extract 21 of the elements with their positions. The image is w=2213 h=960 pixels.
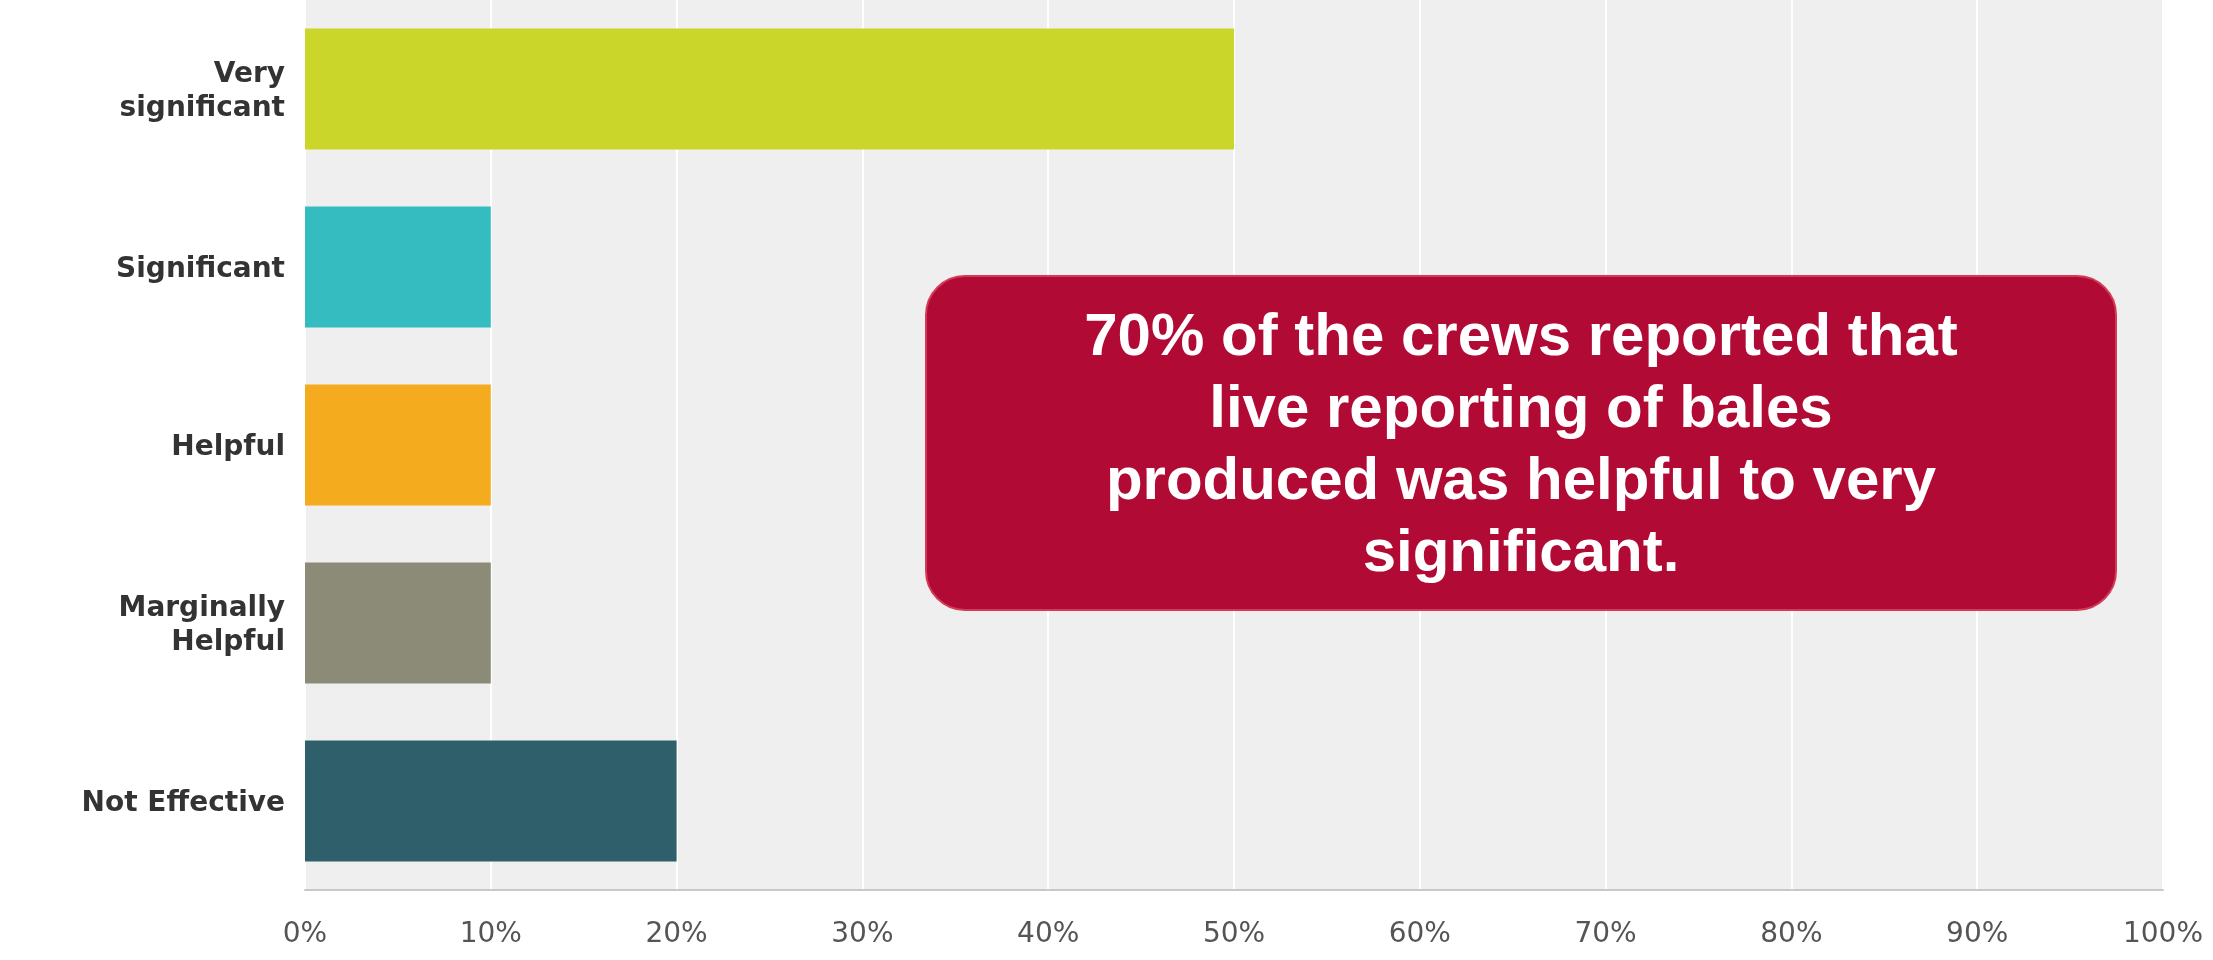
bar	[305, 28, 1234, 150]
y-tick-label: Not Effective	[81, 784, 285, 818]
y-tick-label: Marginally Helpful	[118, 589, 285, 657]
x-tick-label: 100%	[2122, 915, 2204, 949]
bar	[305, 740, 677, 862]
x-tick-label: 60%	[1388, 915, 1451, 949]
x-tick-label: 40%	[1017, 915, 1080, 949]
x-tick-label: 80%	[1760, 915, 1823, 949]
y-tick-label: Helpful	[171, 428, 285, 462]
x-tick-label: 20%	[645, 915, 708, 949]
bar	[305, 206, 491, 328]
x-tick-label: 50%	[1202, 915, 1266, 949]
y-tick-label: Significant	[116, 250, 285, 284]
bar	[305, 384, 491, 506]
x-tick-label: 90%	[1946, 915, 2009, 949]
x-tick-label: 70%	[1574, 915, 1637, 949]
y-tick-label: Very significant	[119, 55, 285, 123]
x-tick-label: 30%	[831, 915, 894, 949]
bar	[305, 562, 491, 684]
x-tick-label: 10%	[459, 915, 522, 949]
x-tick-label: 0%	[282, 915, 328, 949]
